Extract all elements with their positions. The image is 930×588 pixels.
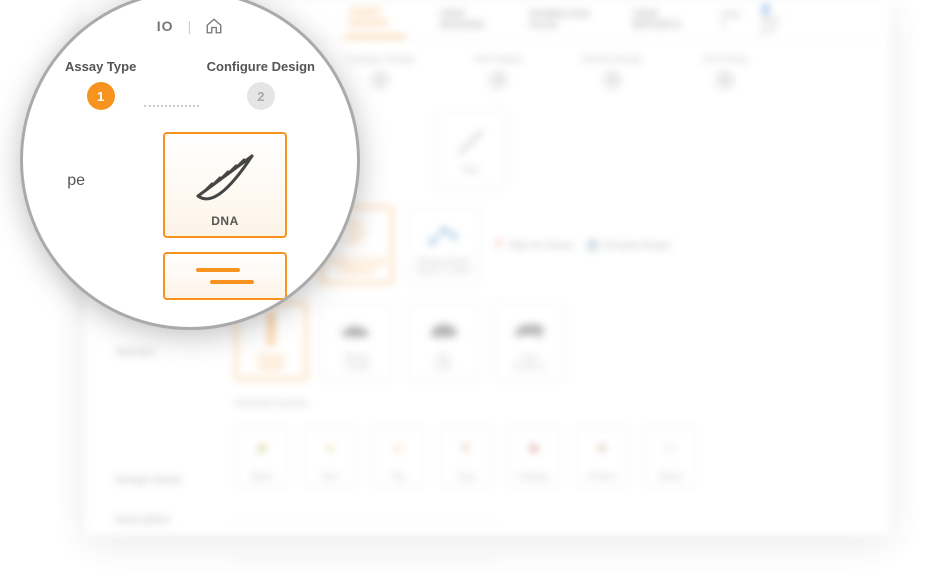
tile-ext-pig[interactable]: 🐖Pig — [371, 426, 425, 486]
step-review: Review Design4 — [582, 54, 642, 90]
help-menu[interactable]: Help ▾ — [721, 9, 741, 30]
label-design-name: Design Name — [115, 474, 205, 486]
step-badge-2: 2 — [247, 82, 275, 110]
tab-view-designs[interactable]: VIEW DESIGNS — [435, 3, 495, 37]
tab-download-files[interactable]: DOWNLOAD FILES — [526, 3, 599, 37]
lens-step-2: Configure Design 2 — [207, 59, 315, 110]
tab-view-reports[interactable]: VIEW REPORTS — [628, 3, 691, 37]
tile-ext-soybean[interactable]: 🫘Soybean — [507, 426, 561, 486]
tile-ext-maize[interactable]: 🌽Maize — [235, 426, 289, 486]
rna-icon — [453, 124, 489, 160]
dna-icon — [188, 146, 262, 206]
magnifier-lens: IO | Assay Type 1 Configure Design 2 pe — [20, 0, 360, 330]
cow-icon — [511, 311, 547, 347]
lens-header: IO | — [47, 11, 333, 41]
tile-rna[interactable]: RNA — [435, 110, 507, 188]
step-pricing: Get Pricing5 — [702, 54, 747, 90]
card-partial[interactable] — [163, 252, 287, 300]
tile-cow[interactable]: Cow(umd3.1) — [493, 302, 565, 380]
lens-step-1: Assay Type 1 — [65, 59, 136, 110]
label-description: Description — [115, 514, 205, 526]
description-input[interactable] — [235, 540, 495, 558]
nextera-icon — [425, 215, 461, 251]
rat-icon — [425, 311, 461, 347]
tile-rat[interactable]: Rat(rn4) — [407, 302, 479, 380]
label-species: Species — [115, 346, 205, 358]
tile-ext-chicken[interactable]: 🐓Chicken — [575, 426, 629, 486]
tile-ext-sheep[interactable]: 🐑Sheep — [643, 426, 697, 486]
step-badge-1: 1 — [87, 82, 115, 110]
tile-ext-dog[interactable]: 🐕Dog — [439, 426, 493, 486]
step-connector — [144, 105, 198, 110]
step-add-targets: Add Targets3 — [475, 54, 523, 90]
lens-wizard-steps: Assay Type 1 Configure Design 2 — [47, 41, 333, 132]
home-icon[interactable] — [205, 17, 223, 35]
design-name-input[interactable] — [235, 504, 495, 522]
tile-ext-rice[interactable]: 🌾Rice — [303, 426, 357, 486]
link-compare[interactable]: ℹ️ Compare Assays — [587, 240, 670, 251]
user-menu[interactable]: 👤 Sign In ▾ — [760, 4, 790, 36]
card-dna-label: DNA — [211, 214, 239, 228]
card-dna[interactable]: DNA — [163, 132, 287, 238]
link-help-choose[interactable]: 📍 Help me choose — [493, 240, 573, 251]
extended-species-row: 🌽Maize 🌾Rice 🐖Pig 🐕Dog 🫘Soybean 🐓Chicken… — [235, 426, 860, 486]
lens-row-label: pe — [47, 132, 85, 190]
brand-fragment: IO — [157, 18, 174, 34]
tile-nextera[interactable]: Nextera Rapid Capture Custom — [407, 206, 479, 284]
label-extended-species: Extended Species — [235, 398, 860, 408]
partial-icon — [188, 260, 262, 294]
